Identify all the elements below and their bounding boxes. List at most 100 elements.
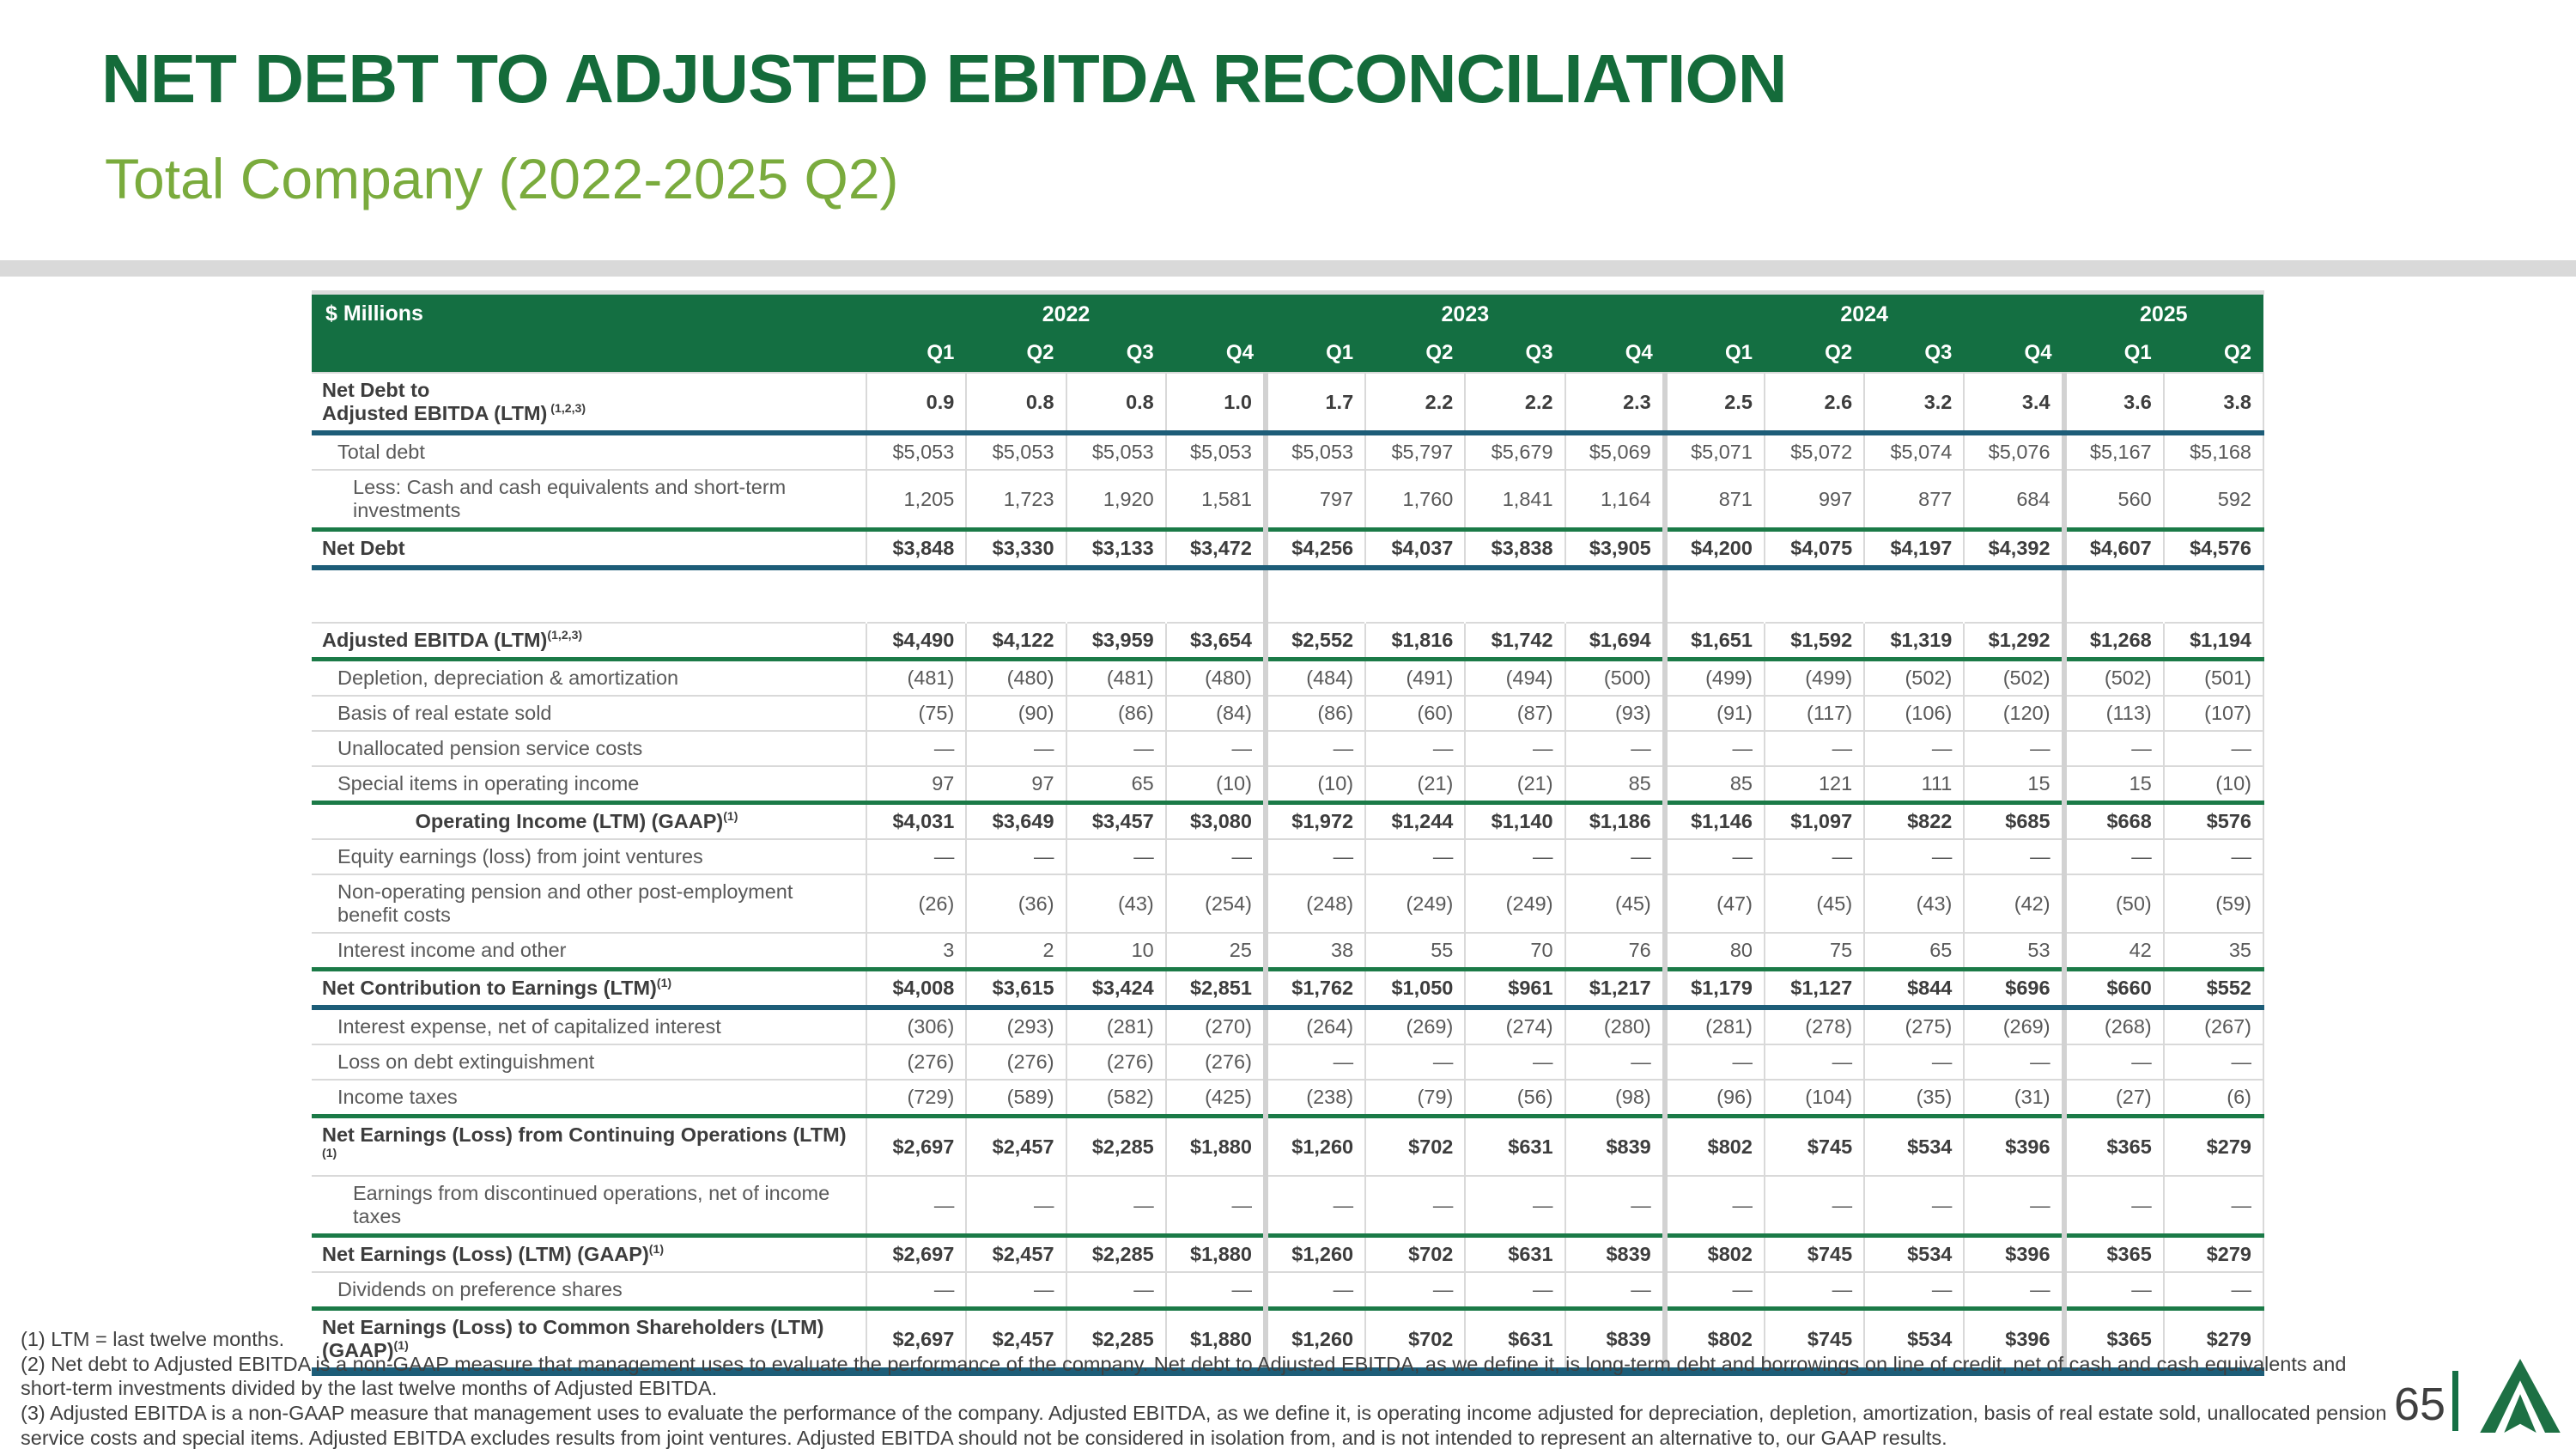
value-cell: — <box>1963 730 2064 766</box>
value-cell: 592 <box>2162 469 2265 530</box>
value-cell: $1,146 <box>1662 801 1765 839</box>
value-cell: $2,697 <box>866 1114 967 1176</box>
value-cell: $668 <box>2061 801 2164 839</box>
value-cell: $2,285 <box>1065 1306 1166 1376</box>
value-cell: 797 <box>1262 469 1366 530</box>
value-cell: — <box>2061 1271 2164 1309</box>
value-cell: $1,742 <box>1464 622 1565 661</box>
value-cell: — <box>1863 838 1965 874</box>
value-cell: — <box>1464 730 1565 766</box>
value-cell: $802 <box>1662 1233 1765 1272</box>
value-cell <box>966 567 1066 623</box>
value-cell: (480) <box>965 658 1066 696</box>
value-cell: (276) <box>1065 1044 1166 1080</box>
value-cell: $4,392 <box>1963 527 2064 570</box>
row-less-cash: Less: Cash and cash equivalents and shor… <box>312 469 2265 530</box>
value-cell: $1,260 <box>1262 1306 1366 1376</box>
value-cell: $5,797 <box>1364 432 1466 470</box>
value-cell: $1,260 <box>1262 1114 1366 1176</box>
value-cell: $5,167 <box>2061 432 2164 470</box>
value-cell: 0.8 <box>1065 372 1166 435</box>
value-cell: — <box>2061 1044 2164 1080</box>
value-cell: (91) <box>1662 695 1765 731</box>
value-cell: $702 <box>1364 1306 1466 1376</box>
value-cell: (6) <box>2162 1079 2265 1117</box>
row-operating-income: Operating Income (LTM) (GAAP)(1) $4,031 $3… <box>312 801 2265 839</box>
value-cell: $5,071 <box>1662 432 1765 470</box>
value-cell: — <box>2061 1175 2164 1236</box>
value-cell: 1,920 <box>1065 469 1166 530</box>
row-equity-earnings-joint-ventures: Equity earnings (loss) from joint ventur… <box>312 838 2265 874</box>
value-cell: $696 <box>1963 967 2064 1010</box>
value-cell: 65 <box>1863 932 1965 970</box>
value-cell: (50) <box>2061 874 2164 933</box>
value-cell: — <box>1763 1044 1865 1080</box>
value-cell: $3,905 <box>1564 527 1665 570</box>
value-cell: (275) <box>1863 1007 1965 1044</box>
value-cell: — <box>866 838 967 874</box>
value-cell: (264) <box>1262 1007 1366 1044</box>
value-cell: $802 <box>1662 1114 1765 1176</box>
quarter-header: Q3 <box>1465 334 1565 373</box>
value-cell: $839 <box>1564 1233 1665 1272</box>
value-cell: (268) <box>2061 1007 2164 1044</box>
value-cell: (26) <box>866 874 967 933</box>
value-cell: — <box>1662 730 1765 766</box>
value-cell: $4,008 <box>866 967 967 1010</box>
value-cell: — <box>2162 1175 2265 1236</box>
value-cell: $5,074 <box>1863 432 1965 470</box>
reconciliation-table-container: $ Millions 2022 2023 2024 2025 Q1 Q2 Q3 Q4 Q1 Q2 Q3… <box>312 290 2265 1376</box>
value-cell: $844 <box>1863 967 1965 1010</box>
value-cell: 25 <box>1164 932 1266 970</box>
value-cell <box>1465 567 1565 623</box>
value-cell: (276) <box>1164 1044 1266 1080</box>
value-cell: (500) <box>1564 658 1665 696</box>
value-cell <box>1066 567 1166 623</box>
value-cell: $631 <box>1464 1114 1565 1176</box>
value-cell: — <box>1963 1044 2064 1080</box>
value-cell: $1,816 <box>1364 622 1466 661</box>
value-cell: $961 <box>1464 967 1565 1010</box>
value-cell: — <box>866 1175 967 1236</box>
value-cell: $279 <box>2162 1114 2265 1176</box>
page-title: NET DEBT TO ADJUSTED EBITDA RECONCILIATI… <box>101 40 1787 117</box>
value-cell: (270) <box>1164 1007 1266 1044</box>
value-cell: $685 <box>1963 801 2064 839</box>
value-cell: $702 <box>1364 1114 1466 1176</box>
value-cell: — <box>965 1175 1066 1236</box>
quarter-header: Q2 <box>2163 334 2263 373</box>
value-cell: (274) <box>1464 1007 1565 1044</box>
value-cell: $534 <box>1863 1114 1965 1176</box>
value-cell: 80 <box>1662 932 1765 970</box>
value-cell: $4,031 <box>866 801 967 839</box>
value-cell: $839 <box>1564 1306 1665 1376</box>
value-cell: $3,330 <box>965 527 1066 570</box>
value-cell: $1,260 <box>1262 1233 1366 1272</box>
value-cell: (86) <box>1065 695 1166 731</box>
quarter-header: Q3 <box>1066 334 1166 373</box>
value-cell: 2.6 <box>1763 372 1865 435</box>
value-cell: — <box>2061 730 2164 766</box>
value-cell: 75 <box>1763 932 1865 970</box>
value-cell: $660 <box>2061 967 2164 1010</box>
value-cell: — <box>1364 1175 1466 1236</box>
value-cell: $745 <box>1763 1114 1865 1176</box>
value-cell: (276) <box>965 1044 1066 1080</box>
row-unallocated-pension-service-costs: Unallocated pension service costs — — — — — — —… <box>312 730 2265 766</box>
value-cell: — <box>1262 1044 1366 1080</box>
value-cell: (35) <box>1863 1079 1965 1117</box>
row-basis-of-real-estate-sold: Basis of real estate sold (75) (90) (86) (84… <box>312 695 2265 731</box>
quarter-header: Q2 <box>966 334 1066 373</box>
table-header-quarters: Q1 Q2 Q3 Q4 Q1 Q2 Q3 Q4 Q1 Q2 Q3 Q4 Q1 Q2 <box>312 334 2263 373</box>
page-number: 65 <box>2394 1379 2446 1430</box>
value-cell: $3,424 <box>1065 967 1166 1010</box>
value-cell: (87) <box>1464 695 1565 731</box>
quarter-header: Q1 <box>866 334 967 373</box>
value-cell: (499) <box>1763 658 1865 696</box>
value-cell: 53 <box>1963 932 2064 970</box>
value-cell: $3,457 <box>1065 801 1166 839</box>
units-label: $ Millions <box>312 295 867 373</box>
value-cell: (120) <box>1963 695 2064 731</box>
value-cell: (502) <box>1863 658 1965 696</box>
value-cell: 15 <box>2061 765 2164 803</box>
